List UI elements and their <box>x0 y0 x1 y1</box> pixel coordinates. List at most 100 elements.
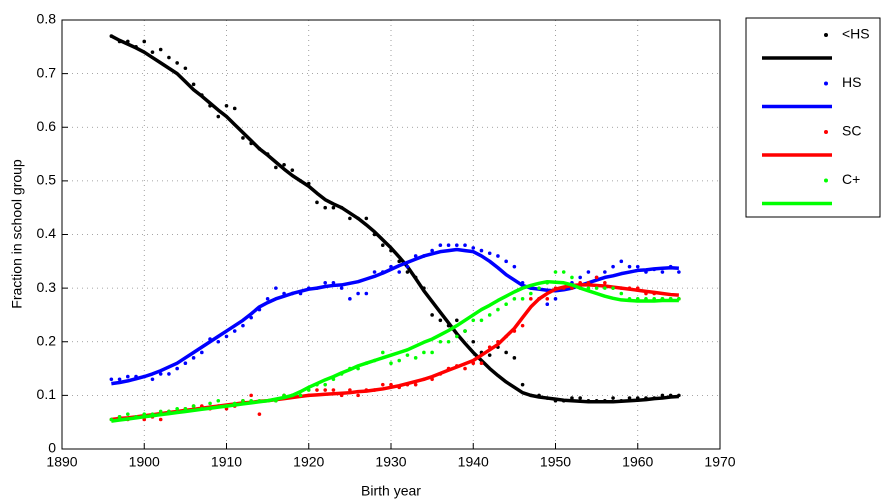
data-point <box>224 104 229 108</box>
data-point <box>241 323 245 328</box>
data-point <box>446 243 451 248</box>
data-point <box>315 200 319 205</box>
data-point <box>257 412 262 416</box>
data-point <box>520 382 525 387</box>
data-point <box>208 401 212 406</box>
data-point <box>158 417 163 422</box>
data-point <box>487 251 492 256</box>
data-point <box>323 382 328 387</box>
data-point <box>241 398 245 403</box>
data-point <box>405 270 410 274</box>
data-point <box>487 313 492 317</box>
data-point <box>331 388 336 392</box>
data-point <box>529 291 533 296</box>
data-point <box>126 412 130 416</box>
legend-box <box>745 17 881 218</box>
data-point <box>553 270 558 274</box>
x-tick-label: 1920 <box>293 454 324 470</box>
y-tick-label: 0.1 <box>37 386 57 402</box>
data-point <box>529 297 533 301</box>
data-point <box>553 297 558 301</box>
legend-marker <box>824 33 828 37</box>
legend-label: HS <box>842 74 861 90</box>
data-point <box>512 297 517 301</box>
data-point <box>167 372 171 376</box>
data-point <box>413 254 418 258</box>
data-point <box>323 280 328 285</box>
data-point <box>331 205 336 210</box>
data-point <box>191 404 196 408</box>
data-point <box>183 361 188 366</box>
data-point <box>603 270 607 274</box>
data-point <box>216 398 221 403</box>
data-point <box>142 39 147 44</box>
data-point <box>249 393 253 398</box>
data-point <box>545 302 550 307</box>
data-point <box>479 318 484 323</box>
data-point <box>603 286 607 290</box>
data-point <box>167 55 171 60</box>
data-point <box>594 286 599 290</box>
data-point <box>216 114 221 119</box>
data-point <box>438 339 443 344</box>
data-point <box>274 165 278 170</box>
data-point <box>191 356 196 360</box>
data-point <box>471 318 476 323</box>
data-point <box>545 297 550 301</box>
data-point <box>496 254 500 258</box>
data-point <box>274 286 278 290</box>
data-point <box>348 216 352 221</box>
data-point <box>463 366 467 371</box>
data-point <box>627 264 632 269</box>
data-point <box>504 302 508 307</box>
data-point <box>422 350 426 355</box>
x-tick-label: 1950 <box>540 454 571 470</box>
data-point <box>586 270 591 274</box>
legend-label: SC <box>842 123 861 139</box>
data-point <box>446 339 451 344</box>
data-point <box>183 66 188 71</box>
data-point <box>512 264 517 269</box>
data-point <box>430 350 434 355</box>
data-point <box>232 329 237 333</box>
y-tick-label: 0.5 <box>37 172 57 188</box>
data-point <box>463 243 467 248</box>
data-point <box>126 374 130 379</box>
data-point <box>356 291 360 296</box>
y-tick-label: 0.7 <box>37 64 57 80</box>
data-point <box>611 396 615 400</box>
legend-label: <HS <box>842 26 870 42</box>
data-point <box>315 388 319 392</box>
data-point <box>117 377 122 382</box>
data-point <box>463 329 467 333</box>
y-axis-label: Fraction in school group <box>9 159 25 309</box>
data-point <box>405 264 410 269</box>
data-point <box>603 280 607 285</box>
x-tick-label: 1930 <box>375 454 406 470</box>
y-tick-label: 0.3 <box>37 279 57 295</box>
data-point <box>520 297 525 301</box>
x-tick-label: 1940 <box>458 454 489 470</box>
data-point <box>479 248 484 253</box>
data-point <box>504 259 508 264</box>
data-point <box>265 297 270 301</box>
data-point <box>660 270 665 274</box>
data-point <box>479 361 484 366</box>
data-point <box>117 415 122 419</box>
x-tick-label: 1960 <box>622 454 653 470</box>
data-point <box>158 47 163 52</box>
data-point <box>290 168 295 172</box>
data-point <box>158 409 163 414</box>
data-point <box>619 291 624 296</box>
x-tick-label: 1900 <box>129 454 160 470</box>
y-tick-label: 0.4 <box>37 225 57 241</box>
data-point <box>413 382 418 387</box>
data-point <box>397 270 402 274</box>
data-point <box>158 372 163 376</box>
data-point <box>438 318 443 323</box>
x-tick-label: 1910 <box>211 454 242 470</box>
data-point <box>496 307 500 312</box>
fit-line <box>111 279 679 423</box>
data-point <box>224 334 229 339</box>
